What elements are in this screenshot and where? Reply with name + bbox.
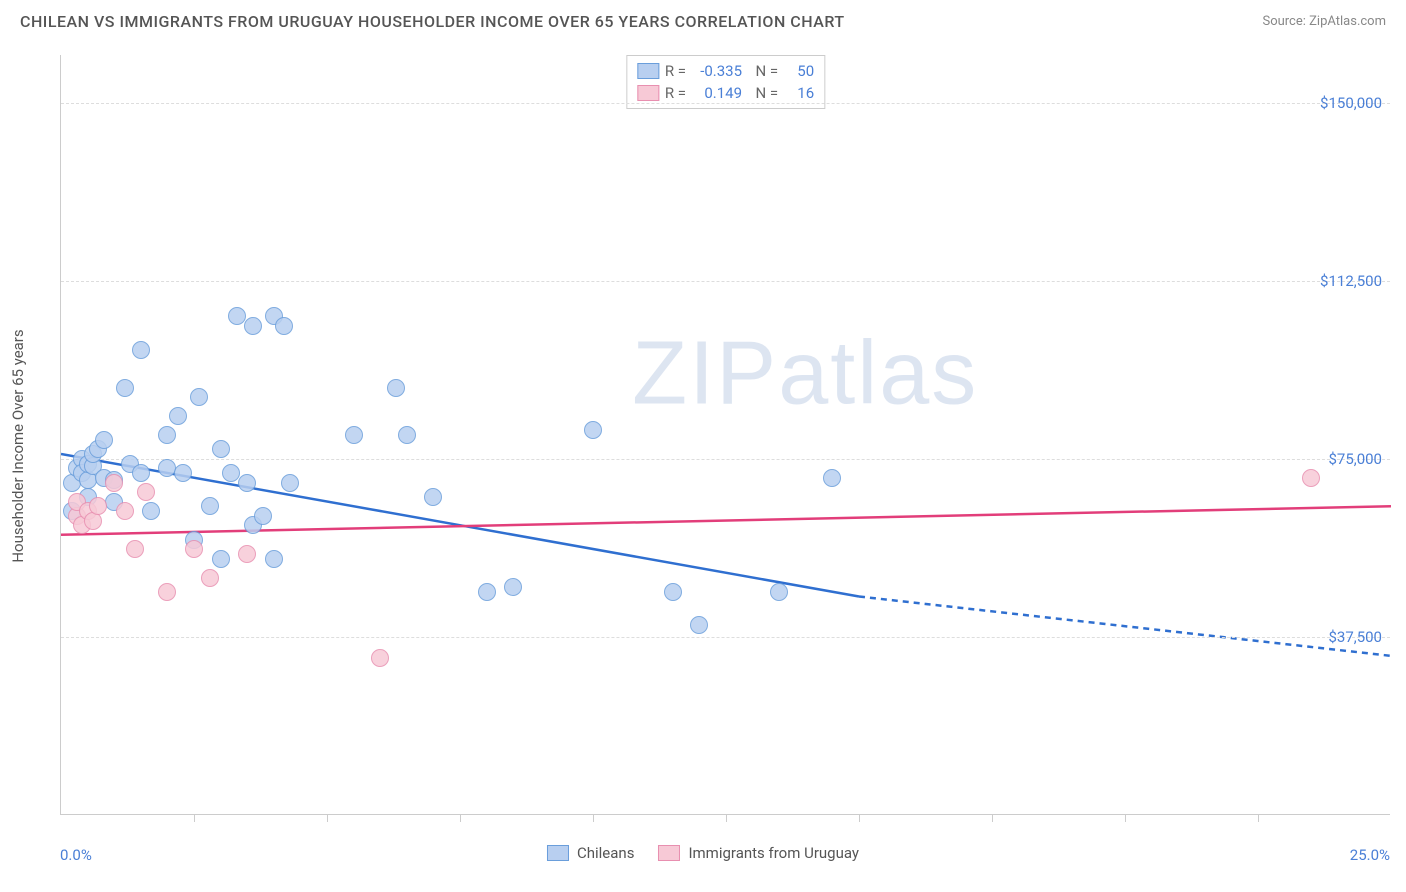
- gridline: [61, 637, 1390, 638]
- scatter-point: [1302, 469, 1320, 487]
- scatter-point: [664, 583, 682, 601]
- x-axis-min-label: 0.0%: [60, 846, 92, 864]
- scatter-point: [137, 483, 155, 501]
- legend-label: Chileans: [577, 844, 634, 862]
- scatter-point: [158, 583, 176, 601]
- legend-item: Immigrants from Uruguay: [658, 844, 859, 862]
- scatter-point: [345, 426, 363, 444]
- scatter-point: [254, 507, 272, 525]
- series-legend: Chileans Immigrants from Uruguay: [547, 844, 859, 862]
- scatter-point: [770, 583, 788, 601]
- scatter-point: [142, 502, 160, 520]
- chart-title: CHILEAN VS IMMIGRANTS FROM URUGUAY HOUSE…: [20, 12, 845, 31]
- scatter-point: [398, 426, 416, 444]
- scatter-point: [132, 464, 150, 482]
- scatter-point: [201, 497, 219, 515]
- legend-stats-row: R = 0.149 N = 16: [637, 82, 814, 104]
- scatter-point: [823, 469, 841, 487]
- scatter-point: [105, 474, 123, 492]
- scatter-point: [690, 616, 708, 634]
- r-label: R =: [665, 62, 686, 80]
- gridline: [61, 103, 1390, 104]
- correlation-stats-legend: R = -0.335 N = 50 R = 0.149 N = 16: [626, 55, 825, 109]
- legend-swatch: [637, 63, 659, 79]
- scatter-point: [238, 545, 256, 563]
- scatter-point: [132, 341, 150, 359]
- y-axis-title: Householder Income Over 65 years: [9, 329, 27, 562]
- n-value: 50: [784, 62, 814, 80]
- r-value: -0.335: [692, 62, 742, 80]
- trend-lines-layer: [61, 55, 1391, 815]
- y-axis-tick-label: $37,500: [1328, 628, 1382, 646]
- r-value: 0.149: [692, 84, 742, 102]
- n-value: 16: [784, 84, 814, 102]
- watermark-text: ZIPatlas: [632, 322, 978, 425]
- scatter-point: [126, 540, 144, 558]
- legend-label: Immigrants from Uruguay: [688, 844, 859, 862]
- x-axis-tick: [726, 814, 727, 822]
- legend-swatch: [547, 845, 569, 861]
- y-axis-tick-label: $112,500: [1320, 272, 1382, 290]
- scatter-point: [387, 379, 405, 397]
- scatter-point: [584, 421, 602, 439]
- scatter-point: [185, 540, 203, 558]
- x-axis-tick: [1258, 814, 1259, 822]
- scatter-point: [201, 569, 219, 587]
- scatter-point: [238, 474, 256, 492]
- legend-swatch: [658, 845, 680, 861]
- x-axis-tick: [460, 814, 461, 822]
- scatter-point: [371, 649, 389, 667]
- x-axis-max-label: 25.0%: [1350, 846, 1390, 864]
- scatter-point: [212, 440, 230, 458]
- legend-stats-row: R = -0.335 N = 50: [637, 60, 814, 82]
- scatter-point: [116, 379, 134, 397]
- legend-item: Chileans: [547, 844, 634, 862]
- scatter-point: [504, 578, 522, 596]
- x-axis-tick: [859, 814, 860, 822]
- scatter-point: [212, 550, 230, 568]
- y-axis-tick-label: $75,000: [1328, 450, 1382, 468]
- chart-plot-area: ZIPatlas R = -0.335 N = 50 R = 0.149 N = 16 $…: [60, 55, 1390, 815]
- scatter-point: [169, 407, 187, 425]
- scatter-point: [244, 317, 262, 335]
- x-axis-tick: [593, 814, 594, 822]
- scatter-point: [116, 502, 134, 520]
- scatter-point: [174, 464, 192, 482]
- legend-swatch: [637, 85, 659, 101]
- x-axis-tick: [327, 814, 328, 822]
- gridline: [61, 459, 1390, 460]
- scatter-point: [95, 431, 113, 449]
- chart-source: Source: ZipAtlas.com: [1262, 14, 1386, 29]
- x-axis-tick: [992, 814, 993, 822]
- chart-header: CHILEAN VS IMMIGRANTS FROM URUGUAY HOUSE…: [0, 0, 1406, 39]
- n-label: N =: [748, 62, 778, 80]
- scatter-point: [424, 488, 442, 506]
- scatter-point: [275, 317, 293, 335]
- gridline: [61, 281, 1390, 282]
- scatter-point: [281, 474, 299, 492]
- scatter-point: [158, 426, 176, 444]
- scatter-point: [478, 583, 496, 601]
- scatter-point: [89, 497, 107, 515]
- y-axis-tick-label: $150,000: [1320, 94, 1382, 112]
- r-label: R =: [665, 84, 686, 102]
- scatter-point: [190, 388, 208, 406]
- x-axis-tick: [1125, 814, 1126, 822]
- n-label: N =: [748, 84, 778, 102]
- x-axis-tick: [194, 814, 195, 822]
- scatter-point: [265, 550, 283, 568]
